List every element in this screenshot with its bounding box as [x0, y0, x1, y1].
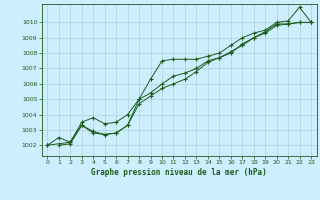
X-axis label: Graphe pression niveau de la mer (hPa): Graphe pression niveau de la mer (hPa): [91, 168, 267, 177]
